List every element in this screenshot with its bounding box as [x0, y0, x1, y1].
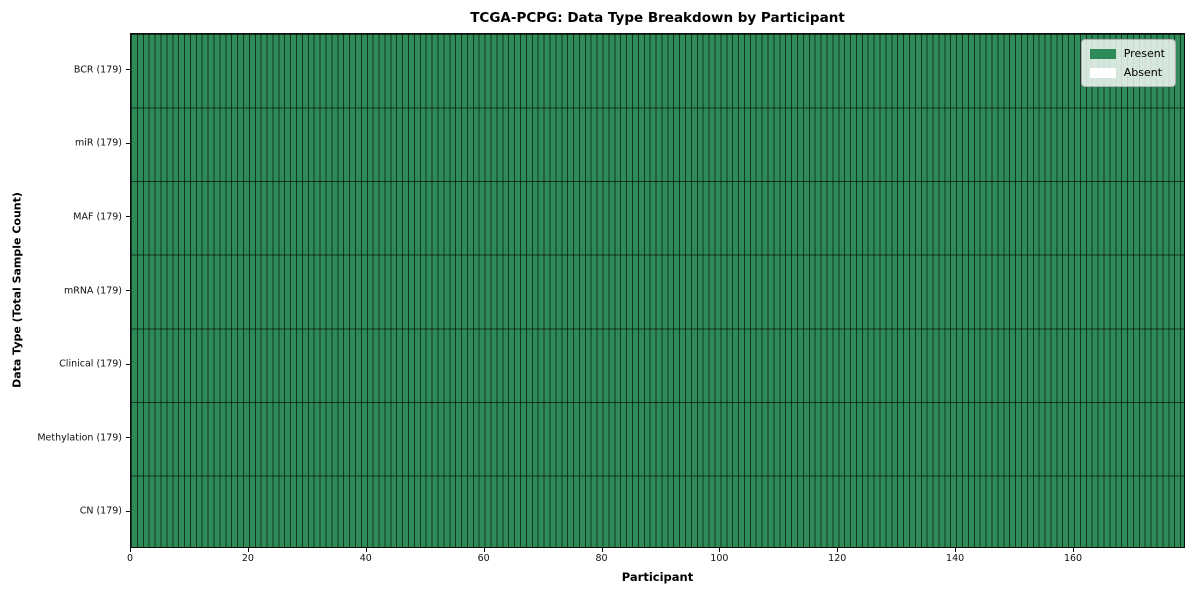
x-tick-label: 120 — [828, 553, 847, 564]
y-tick-label: miR (179) — [74, 137, 122, 149]
y-tick-mark — [126, 510, 130, 512]
x-axis-label: Participant — [621, 570, 694, 584]
x-tick-mark — [601, 548, 603, 552]
x-tick-label: 160 — [1063, 553, 1083, 564]
x-tick-mark — [719, 548, 721, 552]
y-tick-label: BCR (179) — [73, 64, 122, 76]
legend: Present Absent — [1080, 39, 1176, 87]
y-tick-label: MAF (179) — [73, 211, 122, 223]
x-tick-label: 80 — [595, 553, 608, 564]
x-tick-label: 0 — [126, 553, 134, 564]
x-tick-mark — [1073, 548, 1075, 552]
legend-swatch-present — [1089, 48, 1116, 59]
plot-area: Present Absent — [130, 33, 1185, 548]
legend-item-absent: Absent — [1089, 66, 1165, 79]
x-tick-label: 40 — [359, 553, 372, 564]
y-tick-label: Clinical (179) — [59, 358, 122, 370]
x-tick-mark — [483, 548, 485, 552]
legend-swatch-absent — [1089, 67, 1116, 78]
x-tick-label: 100 — [710, 553, 729, 564]
y-tick-mark — [126, 363, 130, 365]
y-tick-label: mRNA (179) — [63, 285, 122, 296]
x-tick-label: 60 — [477, 553, 490, 564]
y-tick-label: Methylation (179) — [37, 432, 122, 444]
chart-title: TCGA-PCPG: Data Type Breakdown by Partic… — [470, 10, 845, 26]
y-tick-mark — [126, 290, 130, 291]
legend-label: Absent — [1123, 66, 1163, 79]
y-tick-mark — [126, 216, 130, 218]
x-tick-mark — [247, 548, 249, 552]
x-tick-mark — [837, 548, 839, 552]
x-tick-label: 140 — [946, 553, 965, 564]
y-axis-label: Data Type (Total Sample Count) — [10, 192, 24, 388]
legend-label: Present — [1123, 47, 1165, 60]
y-tick-mark — [126, 142, 130, 144]
x-tick-label: 20 — [241, 553, 254, 564]
y-tick-label: CN (179) — [79, 505, 122, 517]
y-tick-mark — [126, 437, 130, 439]
x-tick-mark — [955, 548, 957, 552]
legend-item-present: Present — [1089, 47, 1165, 60]
y-tick-mark — [126, 69, 130, 71]
x-tick-mark — [365, 548, 367, 552]
x-tick-mark — [130, 548, 131, 552]
